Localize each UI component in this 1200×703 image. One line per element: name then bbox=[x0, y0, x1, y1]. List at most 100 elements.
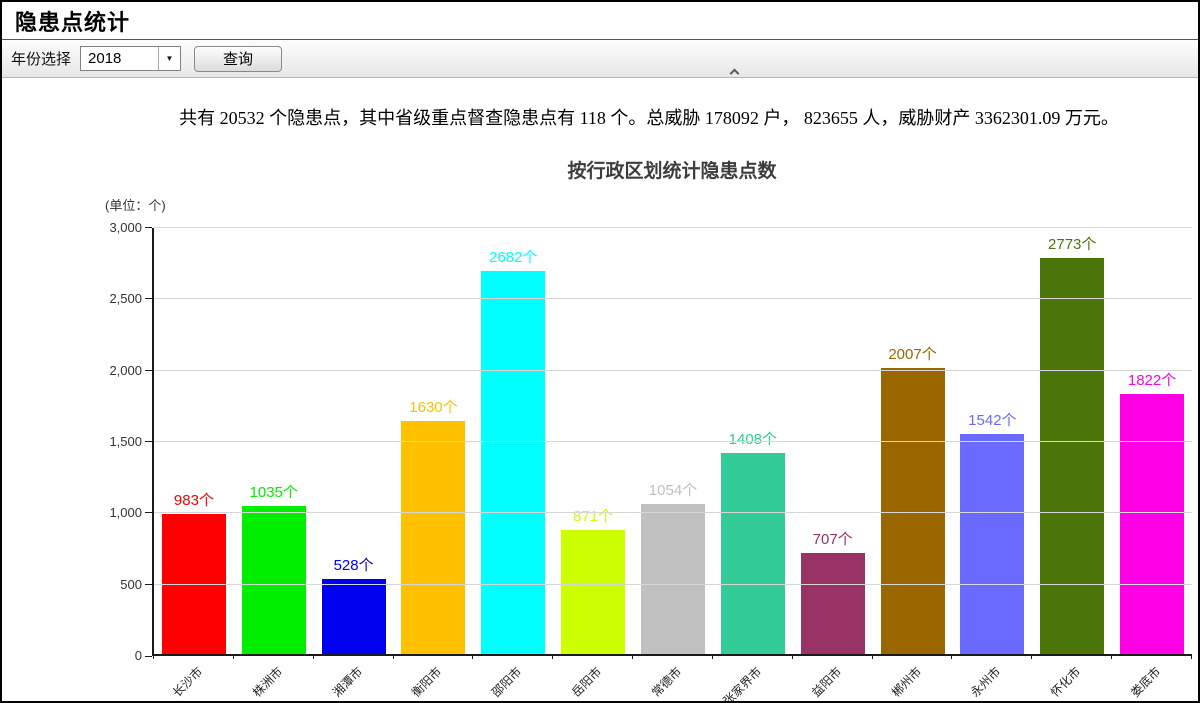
y-axis-tick-label: 2,500 bbox=[109, 291, 142, 307]
x-axis-tick bbox=[791, 654, 793, 659]
year-select-label: 年份选择 bbox=[11, 52, 72, 68]
x-axis-category-label: 邵阳市 bbox=[489, 664, 525, 700]
chevron-down-icon: ▼ bbox=[165, 54, 174, 63]
x-axis-category-label: 株洲市 bbox=[249, 664, 286, 700]
bar[interactable] bbox=[481, 271, 546, 654]
plot-area: 983个 长沙市 1035个 株洲市 528个 湘潭市 1630个 衡阳市 2682个 邵阳市 87… bbox=[152, 227, 1192, 701]
toolbar: 年份选择 2018 ▼ 查询 bbox=[2, 40, 1198, 79]
x-axis-category-label: 衡阳市 bbox=[409, 664, 445, 700]
bar[interactable] bbox=[880, 367, 945, 654]
bar[interactable] bbox=[561, 529, 626, 654]
bar-value-label: 983个 bbox=[173, 491, 214, 509]
bar-value-label: 2773个 bbox=[1048, 236, 1097, 254]
gridline bbox=[154, 369, 1192, 371]
bar-slot: 2773个怀化市 bbox=[1032, 228, 1112, 700]
bar-value-label: 1542个 bbox=[968, 412, 1017, 430]
x-axis-category-label: 张家界市 bbox=[720, 664, 765, 703]
bar-value-label: 528个 bbox=[333, 556, 374, 574]
x-axis-tick bbox=[632, 654, 634, 659]
chart-title: 按行政区划统计隐患点数 bbox=[567, 161, 777, 182]
bar[interactable] bbox=[241, 506, 306, 654]
bar-slot: 1630个衡阳市 bbox=[394, 228, 474, 700]
gridline bbox=[154, 583, 1192, 585]
page-header: 隐患点统计 bbox=[2, 2, 1198, 40]
x-axis-tick bbox=[1031, 654, 1033, 659]
bar-value-label: 2007个 bbox=[888, 345, 937, 363]
x-axis-category-label: 郴州市 bbox=[888, 664, 924, 700]
bar[interactable] bbox=[640, 503, 705, 654]
y-axis-tick bbox=[145, 298, 152, 300]
x-axis-tick bbox=[871, 654, 873, 659]
bar[interactable] bbox=[960, 434, 1025, 654]
y-axis-tick-label: 2,000 bbox=[109, 362, 142, 378]
x-axis-category-label: 怀化市 bbox=[1048, 664, 1084, 700]
x-axis-category-label: 湘潭市 bbox=[329, 664, 365, 700]
x-axis-tick bbox=[232, 654, 234, 659]
bar-chart: 0 500 1,000 1,500 2,000 2,500 3,000 983个 长沙市 103… bbox=[2, 220, 1198, 701]
bar[interactable] bbox=[321, 578, 386, 654]
x-axis-tick bbox=[472, 654, 474, 659]
query-button[interactable]: 查询 bbox=[194, 45, 283, 72]
bar-value-label: 871个 bbox=[573, 507, 614, 525]
y-axis-tick bbox=[145, 583, 152, 585]
bar[interactable] bbox=[1120, 394, 1185, 654]
bar-slot: 1054个常德市 bbox=[633, 228, 713, 700]
gridline bbox=[154, 298, 1192, 300]
page-title: 隐患点统计 bbox=[15, 9, 131, 35]
main-content: 共有 20532 个隐患点，其中省级重点督查隐患点有 118 个。总威胁 178… bbox=[2, 78, 1198, 701]
x-axis-tick bbox=[392, 654, 394, 659]
x-axis-tick bbox=[711, 654, 713, 659]
year-select-arrow[interactable]: ▼ bbox=[158, 47, 181, 70]
y-axis-tick-label: 500 bbox=[120, 576, 142, 592]
y-axis-tick bbox=[145, 369, 152, 371]
bar-slots: 983个 长沙市 1035个 株洲市 528个 湘潭市 1630个 衡阳市 2682个 邵阳市 87… bbox=[154, 228, 1192, 701]
bar-value-label: 1035个 bbox=[249, 484, 298, 502]
bar-slot: 2682个邵阳市 bbox=[473, 228, 553, 700]
x-axis-category-label: 岳阳市 bbox=[569, 664, 605, 700]
bar[interactable] bbox=[401, 421, 466, 654]
y-axis-tick bbox=[145, 441, 152, 442]
x-axis-category-label: 娄底市 bbox=[1127, 664, 1164, 700]
bar-value-label: 1630个 bbox=[409, 399, 458, 417]
collapse-panel-toggle[interactable] bbox=[729, 68, 740, 79]
bar-slot: 1542个永州市 bbox=[952, 228, 1032, 700]
x-axis-tick bbox=[1191, 654, 1192, 659]
y-axis-tick-label: 1,000 bbox=[109, 505, 142, 521]
bar[interactable] bbox=[800, 553, 865, 654]
x-axis-category-label: 常德市 bbox=[648, 664, 685, 700]
bar-slot: 1822个娄底市 bbox=[1112, 228, 1192, 700]
y-axis-tick bbox=[145, 656, 152, 657]
x-axis-category-label: 永州市 bbox=[968, 664, 1004, 700]
x-axis-category-label: 长沙市 bbox=[169, 664, 206, 700]
bar-slot: 1035个株洲市 bbox=[234, 228, 314, 700]
bar-value-label: 707个 bbox=[812, 531, 853, 549]
bar-value-label: 1408个 bbox=[728, 431, 778, 449]
gridline bbox=[154, 227, 1192, 228]
x-axis-tick bbox=[552, 654, 554, 659]
bar-value-label: 2682个 bbox=[489, 249, 538, 267]
x-axis-tick bbox=[312, 654, 314, 659]
gridline bbox=[154, 512, 1192, 514]
bar-slot: 707个 益阳市 bbox=[793, 228, 873, 700]
summary-text: 共有 20532 个隐患点，其中省级重点督查隐患点有 118 个。总威胁 178… bbox=[179, 108, 1119, 128]
y-axis-tick bbox=[145, 227, 152, 228]
x-axis-tick bbox=[1111, 654, 1113, 659]
bar-slot: 528个湘潭市 bbox=[314, 228, 394, 700]
y-axis-tick bbox=[145, 512, 152, 514]
bar[interactable] bbox=[720, 453, 785, 654]
bar-slot: 871个岳阳市 bbox=[553, 228, 633, 700]
bar-value-label: 1822个 bbox=[1127, 372, 1177, 390]
bar-value-label: 1054个 bbox=[648, 481, 698, 499]
x-axis-tick bbox=[153, 654, 154, 659]
unit-label: (单位：个) bbox=[105, 198, 166, 213]
bar-slot: 2007个郴州市 bbox=[873, 228, 953, 700]
y-axis-tick-label: 0 bbox=[134, 648, 142, 663]
gridline bbox=[154, 441, 1192, 442]
chevron-up-icon bbox=[729, 68, 740, 79]
y-axis-tick-label: 3,000 bbox=[109, 220, 142, 235]
y-axis: 0 500 1,000 1,500 2,000 2,500 3,000 bbox=[2, 220, 152, 663]
bar[interactable] bbox=[1040, 258, 1105, 654]
year-select[interactable]: 2018 ▼ bbox=[80, 46, 182, 71]
year-select-value: 2018 bbox=[88, 50, 122, 67]
